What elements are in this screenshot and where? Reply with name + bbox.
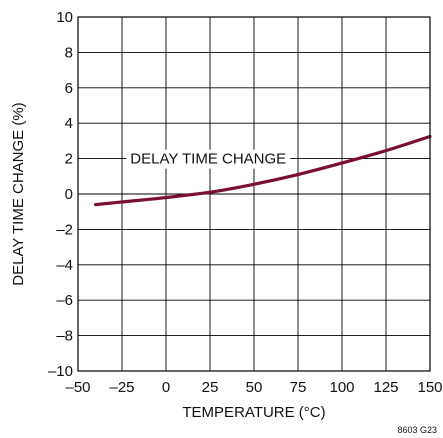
series-annotation: DELAY TIME CHANGE xyxy=(130,151,286,168)
delay-time-change-curve xyxy=(94,134,432,207)
x-axis-title: TEMPERATURE (°C) xyxy=(182,404,325,421)
y-tick-label: 4 xyxy=(65,115,73,132)
y-tick-label: –8 xyxy=(56,328,73,345)
plot-frame xyxy=(77,16,431,372)
x-tick-label: 75 xyxy=(290,379,307,396)
y-axis-title: DELAY TIME CHANGE (%) xyxy=(10,102,27,285)
annotation-background xyxy=(126,149,291,169)
x-tick-label: –50 xyxy=(65,379,90,396)
y-tick-label: 2 xyxy=(65,151,73,168)
figure-id: 8603 G23 xyxy=(397,425,437,435)
grid xyxy=(77,16,431,372)
x-tick-label: 25 xyxy=(202,379,219,396)
x-tick-labels: –50 –25 0 25 50 75 100 125 150 xyxy=(65,379,442,396)
x-tick-label: 100 xyxy=(329,379,354,396)
x-tick-label: 125 xyxy=(373,379,398,396)
y-tick-label: 6 xyxy=(65,80,73,97)
y-tick-label: –4 xyxy=(56,257,73,274)
y-tick-label: –2 xyxy=(56,221,73,238)
x-tick-label: –25 xyxy=(109,379,134,396)
series-layer xyxy=(94,134,432,207)
y-tick-label: –6 xyxy=(56,292,73,309)
annotation-layer: DELAY TIME CHANGE xyxy=(126,149,291,169)
y-tick-labels: –10 –8 –6 –4 –2 0 2 4 6 8 10 xyxy=(48,9,73,380)
y-tick-label: 8 xyxy=(65,44,73,61)
y-tick-label: 0 xyxy=(65,186,73,203)
y-tick-label: 10 xyxy=(56,9,73,26)
y-tick-label: –10 xyxy=(48,363,73,380)
x-tick-label: 50 xyxy=(246,379,263,396)
x-tick-label: 0 xyxy=(162,379,170,396)
x-tick-label: 150 xyxy=(417,379,442,396)
